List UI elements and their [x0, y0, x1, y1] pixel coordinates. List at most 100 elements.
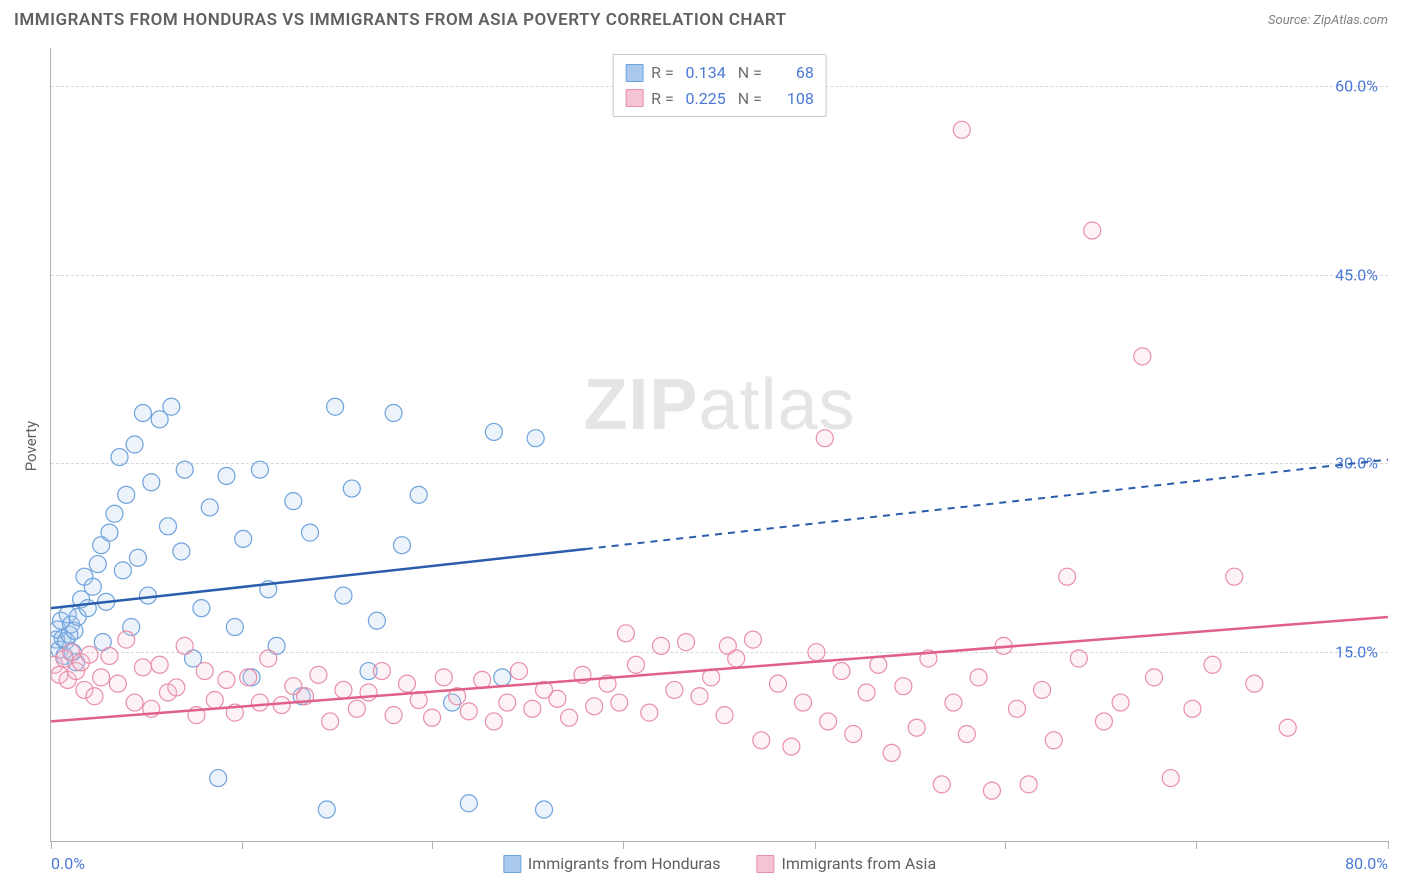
data-point	[111, 449, 128, 466]
data-point	[641, 704, 658, 721]
data-point	[240, 669, 257, 686]
data-point	[958, 726, 975, 743]
data-point	[168, 679, 185, 696]
data-point	[1045, 732, 1062, 749]
data-point	[235, 530, 252, 547]
data-point	[226, 619, 243, 636]
data-point	[820, 713, 837, 730]
data-point	[808, 644, 825, 661]
data-point	[1134, 348, 1151, 365]
swatch-asia	[625, 89, 643, 107]
legend-label: Immigrants from Honduras	[528, 854, 721, 873]
x-tick	[1196, 841, 1197, 849]
data-point	[322, 713, 339, 730]
data-point	[218, 467, 235, 484]
data-point	[373, 663, 390, 680]
data-point	[744, 631, 761, 648]
data-point	[176, 461, 193, 478]
data-point	[1034, 681, 1051, 698]
data-point	[895, 678, 912, 695]
legend-row-asia: R = 0.225 N = 108	[625, 86, 814, 112]
data-point	[218, 671, 235, 688]
data-point	[908, 719, 925, 736]
data-point	[151, 656, 168, 673]
legend-row-honduras: R = 0.134 N = 68	[625, 60, 814, 86]
x-tick	[242, 841, 243, 849]
data-point	[343, 480, 360, 497]
x-tick-label: 0.0%	[51, 854, 85, 873]
data-point	[527, 430, 544, 447]
data-point	[109, 675, 126, 692]
data-point	[302, 524, 319, 541]
data-point	[769, 675, 786, 692]
data-point	[368, 612, 385, 629]
chart-title: IMMIGRANTS FROM HONDURAS VS IMMIGRANTS F…	[14, 10, 787, 30]
data-point	[89, 556, 106, 573]
data-point	[1279, 719, 1296, 736]
data-point	[106, 505, 123, 522]
data-point	[1008, 700, 1025, 717]
data-point	[101, 524, 118, 541]
r-value: 0.225	[682, 86, 726, 112]
data-point	[159, 518, 176, 535]
data-point	[1204, 656, 1221, 673]
data-point	[510, 663, 527, 680]
data-point	[93, 669, 110, 686]
data-point	[285, 493, 302, 510]
legend-item-honduras: Immigrants from Honduras	[503, 854, 721, 873]
data-point	[549, 690, 566, 707]
data-point	[1226, 568, 1243, 585]
data-point	[870, 656, 887, 673]
x-tick	[815, 841, 816, 849]
data-point	[627, 656, 644, 673]
data-point	[398, 675, 415, 692]
source-label: Source: ZipAtlas.com	[1268, 13, 1388, 28]
data-point	[494, 669, 511, 686]
x-tick	[1005, 841, 1006, 849]
data-point	[666, 681, 683, 698]
data-point	[251, 461, 268, 478]
data-point	[101, 647, 118, 664]
data-point	[335, 587, 352, 604]
data-point	[795, 694, 812, 711]
r-value: 0.134	[682, 60, 726, 86]
data-point	[310, 666, 327, 683]
y-axis-label: Poverty	[22, 421, 40, 471]
data-point	[318, 801, 335, 818]
data-point	[611, 694, 628, 711]
data-point	[524, 700, 541, 717]
data-point	[410, 486, 427, 503]
data-point	[385, 707, 402, 724]
data-point	[335, 681, 352, 698]
x-tick	[432, 841, 433, 849]
legend-label: Immigrants from Asia	[782, 854, 937, 873]
n-value: 108	[770, 86, 814, 112]
data-point	[1070, 650, 1087, 667]
data-point	[134, 405, 151, 422]
data-point	[348, 700, 365, 717]
data-point	[206, 692, 223, 709]
data-point	[953, 121, 970, 138]
data-point	[653, 637, 670, 654]
data-point	[883, 744, 900, 761]
swatch-asia-icon	[757, 855, 775, 873]
data-point	[945, 694, 962, 711]
data-point	[460, 703, 477, 720]
chart-header: IMMIGRANTS FROM HONDURAS VS IMMIGRANTS F…	[0, 0, 1406, 38]
data-point	[816, 430, 833, 447]
data-point	[783, 738, 800, 755]
data-point	[86, 688, 103, 705]
data-point	[1084, 222, 1101, 239]
swatch-honduras-icon	[503, 855, 521, 873]
data-point	[118, 631, 135, 648]
data-point	[360, 684, 377, 701]
data-point	[536, 801, 553, 818]
data-point	[393, 537, 410, 554]
data-point	[84, 578, 101, 595]
data-point	[845, 726, 862, 743]
data-point	[983, 782, 1000, 799]
data-point	[126, 436, 143, 453]
scatter-svg	[51, 48, 1388, 841]
data-point	[586, 698, 603, 715]
chart-container: ZIPatlas R = 0.134 N = 68 R = 0.225 N = …	[50, 48, 1388, 842]
